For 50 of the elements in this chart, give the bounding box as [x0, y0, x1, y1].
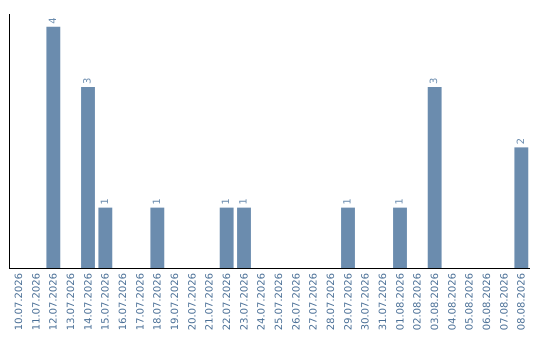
bar — [81, 87, 95, 268]
x-tick-label: 01.08.2026 — [395, 273, 406, 330]
x-tick-label: 03.08.2026 — [430, 273, 441, 330]
x-tick-label: 29.07.2026 — [343, 273, 354, 330]
x-tick-label: 13.07.2026 — [66, 273, 77, 330]
data-label: 1 — [394, 198, 406, 205]
x-tick-label: 22.07.2026 — [222, 273, 233, 330]
x-tick-label: 23.07.2026 — [239, 273, 250, 330]
x-tick-label: 21.07.2026 — [204, 273, 216, 330]
x-tick-label: 26.07.2026 — [291, 273, 302, 330]
x-tick-label: 10.07.2026 — [14, 273, 25, 330]
data-label: 3 — [429, 78, 440, 84]
x-tick-label: 28.07.2026 — [326, 273, 337, 330]
x-tick-label: 08.08.2026 — [516, 273, 528, 330]
x-tick-label: 24.07.2026 — [256, 273, 268, 330]
data-label: 1 — [342, 198, 354, 205]
data-label: 1 — [221, 198, 232, 205]
x-tick-label: 27.07.2026 — [308, 273, 320, 330]
x-tick-label: 16.07.2026 — [118, 273, 129, 330]
data-label: 1 — [100, 198, 111, 205]
x-tick-label: 19.07.2026 — [170, 273, 181, 330]
bar — [237, 208, 251, 268]
bar — [46, 26, 60, 268]
bar — [341, 208, 355, 268]
x-tick-label: 12.07.2026 — [48, 273, 60, 330]
x-tick-label: 02.08.2026 — [412, 273, 424, 330]
bar — [428, 87, 442, 268]
data-label: 1 — [238, 198, 250, 205]
x-tick-label: 20.07.2026 — [187, 273, 198, 330]
x-tick-label: 31.07.2026 — [378, 273, 389, 330]
x-tick-label: 06.08.2026 — [482, 273, 493, 330]
data-label: 3 — [82, 78, 94, 84]
x-tick-label: 05.08.2026 — [464, 273, 476, 330]
bar — [393, 208, 407, 268]
data-label: 2 — [516, 138, 527, 144]
data-label: 4 — [48, 17, 59, 24]
x-tick-label: 18.07.2026 — [152, 273, 164, 330]
x-tick-label: 07.08.2026 — [499, 273, 510, 330]
x-tick-label: 11.07.2026 — [31, 273, 42, 330]
data-label: 1 — [152, 198, 163, 205]
x-tick-label: 04.08.2026 — [447, 273, 458, 330]
x-tick-label: 25.07.2026 — [274, 273, 285, 330]
x-tick-label: 14.07.2026 — [83, 273, 94, 330]
x-tick-label: 15.07.2026 — [100, 273, 112, 330]
x-tick-label: 30.07.2026 — [360, 273, 372, 330]
bar — [150, 208, 164, 268]
bar — [98, 208, 112, 268]
x-tick-label: 17.07.2026 — [135, 273, 146, 330]
bar — [220, 208, 234, 268]
bar — [514, 147, 528, 268]
